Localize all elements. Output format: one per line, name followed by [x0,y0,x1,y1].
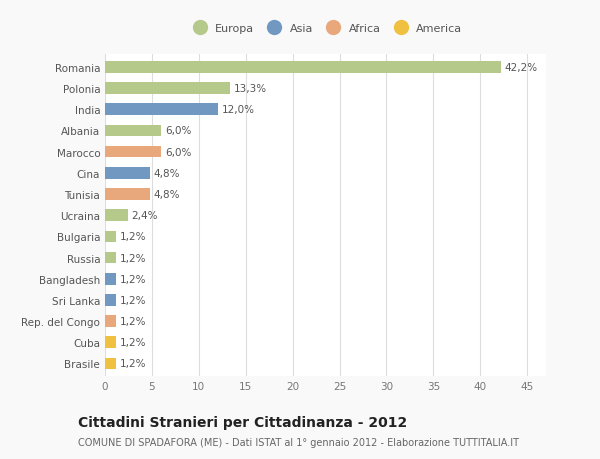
Bar [105,316,116,327]
Text: 42,2%: 42,2% [505,63,538,73]
Legend: Europa, Asia, Africa, America: Europa, Asia, Africa, America [186,22,465,36]
Bar [105,62,501,73]
Bar [105,168,150,179]
Bar [105,189,150,201]
Text: Cittadini Stranieri per Cittadinanza - 2012: Cittadini Stranieri per Cittadinanza - 2… [78,415,407,429]
Text: 1,2%: 1,2% [120,253,146,263]
Bar [105,146,161,158]
Text: 6,0%: 6,0% [165,147,191,157]
Text: 12,0%: 12,0% [221,105,254,115]
Bar [105,210,128,222]
Bar [105,358,116,369]
Text: 1,2%: 1,2% [120,316,146,326]
Bar [105,273,116,285]
Bar [105,83,230,95]
Text: 1,2%: 1,2% [120,337,146,347]
Text: 1,2%: 1,2% [120,358,146,369]
Text: 2,4%: 2,4% [131,211,158,221]
Text: 4,8%: 4,8% [154,190,180,200]
Text: COMUNE DI SPADAFORA (ME) - Dati ISTAT al 1° gennaio 2012 - Elaborazione TUTTITAL: COMUNE DI SPADAFORA (ME) - Dati ISTAT al… [78,437,519,447]
Bar [105,231,116,243]
Text: 1,2%: 1,2% [120,295,146,305]
Text: 4,8%: 4,8% [154,168,180,179]
Bar [105,125,161,137]
Text: 6,0%: 6,0% [165,126,191,136]
Text: 1,2%: 1,2% [120,274,146,284]
Bar [105,337,116,348]
Bar [105,252,116,264]
Text: 1,2%: 1,2% [120,232,146,242]
Bar [105,295,116,306]
Bar [105,104,218,116]
Text: 13,3%: 13,3% [233,84,266,94]
